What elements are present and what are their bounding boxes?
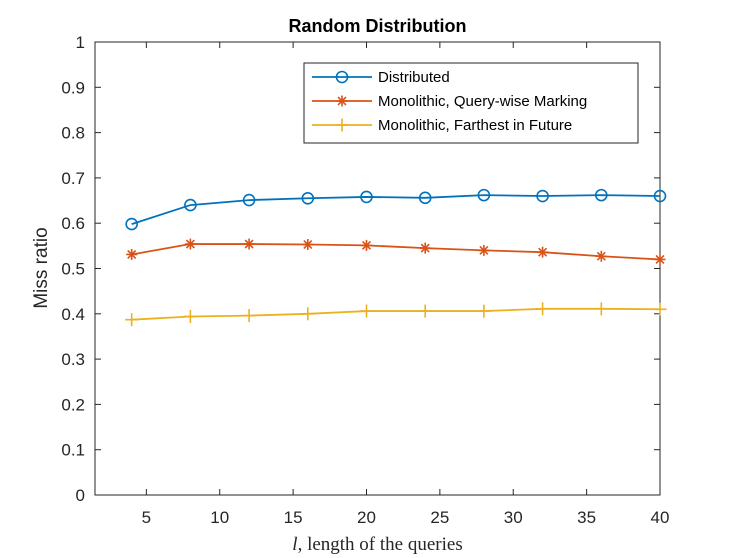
axes: 5 10 15 20 25 30 35 40 0 0.1 0.2 0.3 0.4 0.5 0.6 0.7 0.8… bbox=[61, 33, 669, 527]
legend-item: Distributed bbox=[312, 69, 450, 86]
legend-item: Monolithic, Query-wise Marking bbox=[312, 93, 587, 110]
data-point bbox=[536, 189, 549, 203]
data-point bbox=[477, 304, 491, 318]
x-tick-label: 15 bbox=[284, 508, 303, 527]
legend-marker bbox=[335, 70, 349, 84]
data-point bbox=[477, 188, 491, 202]
y-tick-label: 0.4 bbox=[61, 305, 85, 324]
data-point bbox=[302, 238, 314, 250]
legend-label: Monolithic, Query-wise Marking bbox=[378, 93, 587, 110]
series-layer bbox=[125, 188, 667, 327]
data-point bbox=[653, 189, 667, 203]
x-tick-label: 40 bbox=[651, 508, 670, 527]
data-point bbox=[242, 309, 256, 323]
data-point bbox=[125, 217, 138, 231]
data-point bbox=[301, 191, 315, 205]
series-1 bbox=[125, 188, 667, 231]
legend-label: Monolithic, Farthest in Future bbox=[378, 117, 572, 134]
data-point bbox=[594, 188, 608, 202]
y-tick-label: 0.6 bbox=[61, 214, 85, 233]
series-line bbox=[131, 307, 661, 321]
data-point bbox=[418, 191, 432, 205]
series-3 bbox=[125, 302, 667, 327]
y-tick-label: 0.5 bbox=[61, 260, 85, 279]
data-point bbox=[243, 238, 255, 250]
y-tick-label: 0.2 bbox=[61, 395, 85, 414]
data-point bbox=[301, 307, 315, 321]
data-point bbox=[537, 246, 549, 258]
y-tick-label: 0.3 bbox=[61, 350, 85, 369]
data-point bbox=[594, 302, 608, 316]
data-point bbox=[595, 250, 607, 262]
legend-item: Monolithic, Farthest in Future bbox=[312, 117, 572, 134]
data-point bbox=[125, 313, 139, 327]
y-axis-label: Miss ratio bbox=[31, 227, 52, 308]
data-point bbox=[418, 304, 432, 318]
data-point bbox=[360, 190, 373, 204]
data-point bbox=[183, 310, 197, 324]
x-tick-label: 35 bbox=[577, 508, 596, 527]
data-point bbox=[654, 253, 666, 265]
data-point bbox=[359, 304, 373, 318]
data-point bbox=[653, 302, 667, 316]
x-axis-label-text: , length of the queries bbox=[298, 534, 463, 555]
data-point bbox=[360, 239, 372, 251]
legend-label: Distributed bbox=[378, 69, 450, 86]
data-point bbox=[478, 244, 490, 256]
y-tick-label: 1 bbox=[76, 33, 85, 52]
legend: Distributed Monolithic, Query-wise Markin… bbox=[303, 62, 639, 144]
series-line bbox=[131, 243, 661, 261]
x-axis-label-variable: l bbox=[292, 534, 297, 555]
x-axis-label: l, length of the queries bbox=[292, 534, 462, 555]
x-tick-label: 25 bbox=[430, 508, 449, 527]
data-point bbox=[184, 198, 197, 212]
series-2 bbox=[126, 238, 666, 265]
x-tick-label: 10 bbox=[210, 508, 229, 527]
data-point bbox=[419, 242, 431, 254]
x-tick-label: 20 bbox=[357, 508, 376, 527]
legend-marker bbox=[335, 118, 349, 132]
x-tick-label: 30 bbox=[504, 508, 523, 527]
y-tick-label: 0.1 bbox=[61, 441, 85, 460]
x-tick-label: 5 bbox=[142, 508, 151, 527]
data-point bbox=[536, 302, 550, 316]
chart-title: Random Distribution bbox=[289, 16, 467, 36]
data-point bbox=[184, 238, 196, 250]
y-tick-label: 0.8 bbox=[61, 124, 85, 143]
series-line bbox=[131, 194, 661, 225]
y-tick-label: 0 bbox=[76, 486, 85, 505]
data-point bbox=[126, 248, 138, 260]
data-point bbox=[242, 193, 256, 207]
y-tick-label: 0.9 bbox=[61, 78, 85, 97]
legend-marker bbox=[336, 95, 348, 107]
y-tick-label: 0.7 bbox=[61, 169, 85, 188]
